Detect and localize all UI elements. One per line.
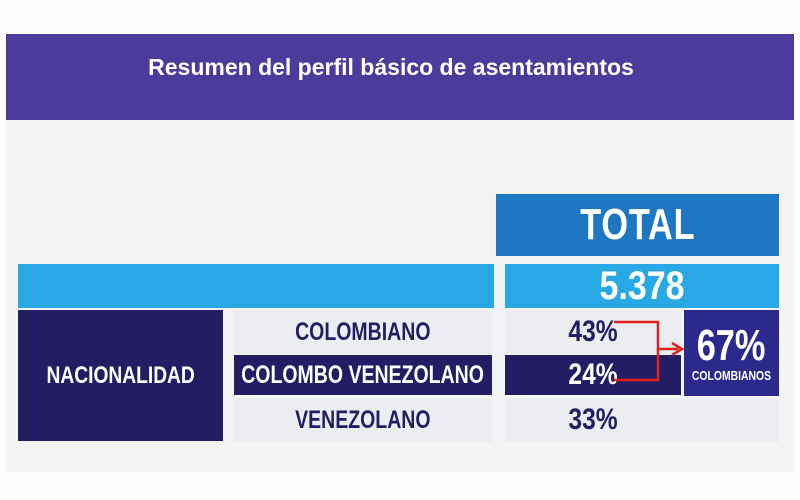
total-count-cell: 5.378 xyxy=(505,264,779,308)
header-band: Resumen del perfil básico de asentamient… xyxy=(6,34,794,120)
bracket-connector xyxy=(614,320,685,382)
summary-label: COLOMBIANOS xyxy=(691,367,772,383)
percent-venezolano: 33% xyxy=(568,403,618,436)
page-title: Resumen del perfil básico de asentamient… xyxy=(148,54,634,80)
row-label-colombiano: COLOMBIANO xyxy=(295,317,431,346)
total-count: 5.378 xyxy=(599,263,685,308)
summary-percent: 67% xyxy=(697,320,766,370)
row-label-colombo-venezolano: COLOMBO VENEZOLANO xyxy=(241,360,485,389)
category-label: NACIONALIDAD xyxy=(46,361,195,389)
table-row-percent: 43% xyxy=(505,310,681,354)
percent-colombiano: 43% xyxy=(568,315,618,348)
table-row-percent: 33% xyxy=(505,398,779,442)
row-label-venezolano: VENEZOLANO xyxy=(295,405,431,434)
percent-colombo-venezolano: 24% xyxy=(568,358,618,391)
table-row-label: COLOMBIANO xyxy=(234,310,492,354)
total-label: TOTAL xyxy=(579,200,696,249)
table-row-label: VENEZOLANO xyxy=(234,398,492,442)
total-header: TOTAL xyxy=(496,194,779,256)
cyan-header-bar xyxy=(18,264,494,308)
category-cell: NACIONALIDAD xyxy=(18,310,223,441)
table-row-percent: 24% xyxy=(505,355,681,395)
table-row-label: COLOMBO VENEZOLANO xyxy=(234,355,492,395)
summary-cell: 67% COLOMBIANOS xyxy=(684,310,779,396)
